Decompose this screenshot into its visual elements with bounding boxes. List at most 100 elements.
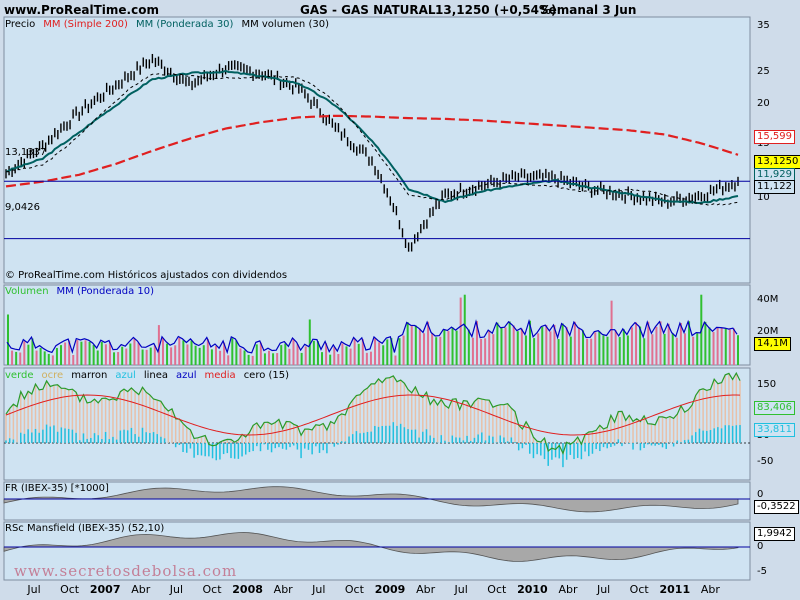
volume-bar [60, 345, 63, 365]
osc-legend-item: azul [115, 370, 136, 381]
volume-bar [545, 325, 548, 365]
volume-bar [312, 340, 315, 365]
volume-bar [455, 330, 458, 365]
volume-bar [325, 343, 328, 365]
volume-bar [64, 342, 67, 365]
volume-bar [541, 326, 544, 365]
volume-bar [447, 331, 450, 365]
volume-bar [316, 341, 319, 365]
volume-bar [406, 322, 409, 365]
fr-legend: FR (IBEX-35) [*1000] [5, 483, 117, 494]
x-tick-label: Abr [273, 583, 293, 596]
volume-bar [19, 352, 22, 365]
volume-bar [732, 328, 735, 365]
x-tick-label: Jul [27, 583, 41, 596]
volume-bar [524, 335, 527, 365]
volume-legend-item: MM (Ponderada 10) [56, 286, 155, 297]
volume-bar [688, 321, 691, 365]
volume-bar [651, 334, 654, 365]
volume-bar [569, 336, 572, 365]
volume-bar [704, 321, 707, 365]
volume-bar [692, 336, 695, 365]
volume-bar [198, 347, 201, 365]
volume-bar [235, 340, 238, 365]
rsc-ytick-minus5: -5 [757, 566, 767, 577]
volume-bar [557, 339, 560, 365]
volume-bar [170, 347, 173, 365]
volume-bar [76, 340, 79, 365]
x-tick-label: Abr [131, 583, 151, 596]
volume-bar [219, 350, 222, 365]
volume-bar [190, 340, 193, 365]
volume-bar [594, 332, 597, 365]
volume-bar [439, 336, 442, 365]
volume-bar [508, 321, 511, 365]
volume-bar [157, 325, 160, 365]
volume-bar [590, 338, 593, 365]
sma200-line [5, 114, 739, 188]
volume-bar [643, 338, 646, 365]
volume-bar [125, 348, 128, 365]
x-tick-label: 2010 [517, 583, 548, 596]
fr-legend-item: FR (IBEX-35) [*1000] [5, 483, 109, 494]
volume-bar [194, 345, 197, 365]
volume-bar [398, 338, 401, 365]
x-tick-label: Jul [454, 583, 468, 596]
site-title[interactable]: www.ProRealTime.com [4, 3, 159, 17]
rsc-ytick-0: 0 [757, 541, 764, 552]
volume-bar [15, 351, 18, 365]
volume-bar [239, 348, 242, 365]
volume-legend-item: Volumen [5, 286, 49, 297]
volume-bar [206, 338, 209, 365]
volume-bar [137, 342, 140, 365]
volume-bar [488, 330, 491, 365]
volume-bar [251, 355, 254, 365]
volume-bar [565, 327, 568, 365]
volume-bar [724, 328, 727, 365]
volume-bar [516, 331, 519, 365]
x-tick-label: Abr [558, 583, 578, 596]
volume-bar [349, 348, 352, 365]
volume-bar [178, 337, 181, 365]
price-ytick-35: 35 [757, 20, 770, 31]
osc-legend-item: media [204, 370, 236, 381]
volume-bar [663, 333, 666, 365]
osc-legend-item: linea [143, 370, 169, 381]
volume-bar [255, 344, 258, 365]
osc-legend-item: verde [5, 370, 34, 381]
rsc-legend: RSc Mansfield (IBEX-35) (52,10) [5, 523, 172, 534]
volume-bar [618, 337, 621, 365]
volume-bar [402, 335, 405, 365]
volume-bar [39, 347, 42, 365]
volume-bar [708, 327, 711, 365]
volume-bar [263, 353, 266, 365]
volume-bar [655, 326, 658, 365]
x-tick-label: 2011 [659, 583, 691, 596]
last-price-tag: 13,1250 [754, 155, 800, 169]
volume-ma-line [6, 318, 738, 355]
volume-bar [186, 344, 189, 365]
volume-bar [390, 338, 393, 365]
volume-bar [484, 338, 487, 365]
volume-bar [459, 297, 462, 365]
fr-area [3, 486, 739, 513]
volume-panel [3, 284, 751, 366]
volume-bar [533, 338, 536, 365]
volume-bar [27, 344, 30, 365]
watermark: www.secretosdebolsa.com [14, 562, 238, 580]
rsc-value-tag: 1,9942 [754, 527, 795, 541]
price-legend: Precio MM (Simple 200) MM (Ponderada 30) MM… [5, 19, 337, 30]
osc-average-line [5, 394, 741, 436]
x-tick-label: Jul [312, 583, 326, 596]
volume-ma-price-tag: 11,122 [754, 180, 795, 194]
volume-bar [43, 351, 46, 365]
volume-bar [378, 342, 381, 365]
volume-bar [582, 330, 585, 365]
volume-bar [602, 335, 605, 365]
volume-bar [149, 347, 152, 365]
volume-bar [573, 321, 576, 365]
volume-bar [202, 345, 205, 365]
volume-bar [480, 338, 483, 365]
x-tick-label: Jul [169, 583, 184, 596]
